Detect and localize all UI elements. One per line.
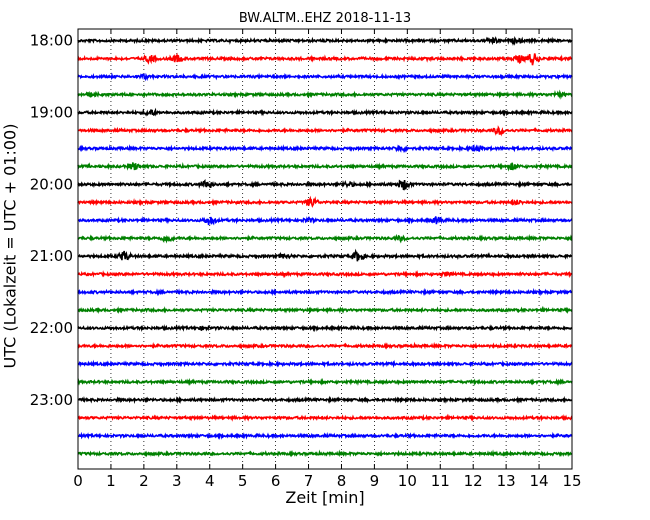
x-tick-label: 0	[73, 472, 83, 490]
trace-2300	[77, 395, 573, 405]
trace-2130	[77, 287, 573, 297]
x-tick-label: 2	[139, 472, 149, 490]
x-tick-label: 13	[497, 472, 516, 490]
y-tick-label: 23:00	[30, 391, 73, 409]
x-tick-label: 4	[205, 472, 215, 490]
trace-2045	[77, 233, 573, 244]
x-tick-label: 7	[304, 472, 314, 490]
trace-2145	[77, 305, 573, 315]
trace-1845	[77, 89, 573, 100]
trace-2015	[77, 195, 573, 208]
x-axis-label: Zeit [min]	[285, 488, 365, 507]
trace-2215	[77, 341, 573, 350]
trace-1930	[77, 144, 573, 154]
x-tick-label: 3	[172, 472, 182, 490]
trace-2245	[77, 377, 573, 387]
trace-1915	[77, 125, 573, 137]
x-tick-label: 11	[431, 472, 450, 490]
y-tick-label: 21:00	[30, 247, 73, 265]
x-tick-label: 5	[238, 472, 248, 490]
y-tick-label: 20:00	[30, 175, 73, 193]
y-tick-label: 22:00	[30, 319, 73, 337]
trace-2115	[77, 269, 572, 279]
x-tick-label: 14	[530, 472, 549, 490]
trace-2315	[77, 413, 573, 422]
x-tick-label: 15	[562, 472, 581, 490]
trace-2345	[77, 449, 573, 458]
trace-2000	[77, 178, 573, 191]
trace-2200	[77, 324, 573, 333]
trace-1800	[77, 36, 573, 46]
x-tick-label: 6	[271, 472, 281, 490]
trace-2230	[77, 359, 573, 369]
trace-1945	[77, 162, 573, 172]
trace-2100	[77, 248, 573, 262]
x-tick-label: 12	[464, 472, 483, 490]
x-tick-label: 8	[337, 472, 347, 490]
x-tick-label: 1	[106, 472, 116, 490]
trace-1900	[77, 107, 573, 117]
y-tick-label: 18:00	[30, 32, 73, 50]
chart-title: BW.ALTM..EHZ 2018-11-13	[238, 11, 412, 26]
plot-frame	[77, 28, 573, 470]
trace-1830	[77, 72, 573, 82]
x-tick-label: 10	[398, 472, 417, 490]
y-axis-label: UTC (Lokalzeit = UTC + 01:00)	[0, 123, 20, 369]
trace-1815	[77, 52, 573, 66]
y-tick-label: 19:00	[30, 104, 73, 122]
trace-2330	[77, 431, 573, 441]
x-tick-label: 9	[370, 472, 380, 490]
trace-2030	[77, 215, 573, 226]
